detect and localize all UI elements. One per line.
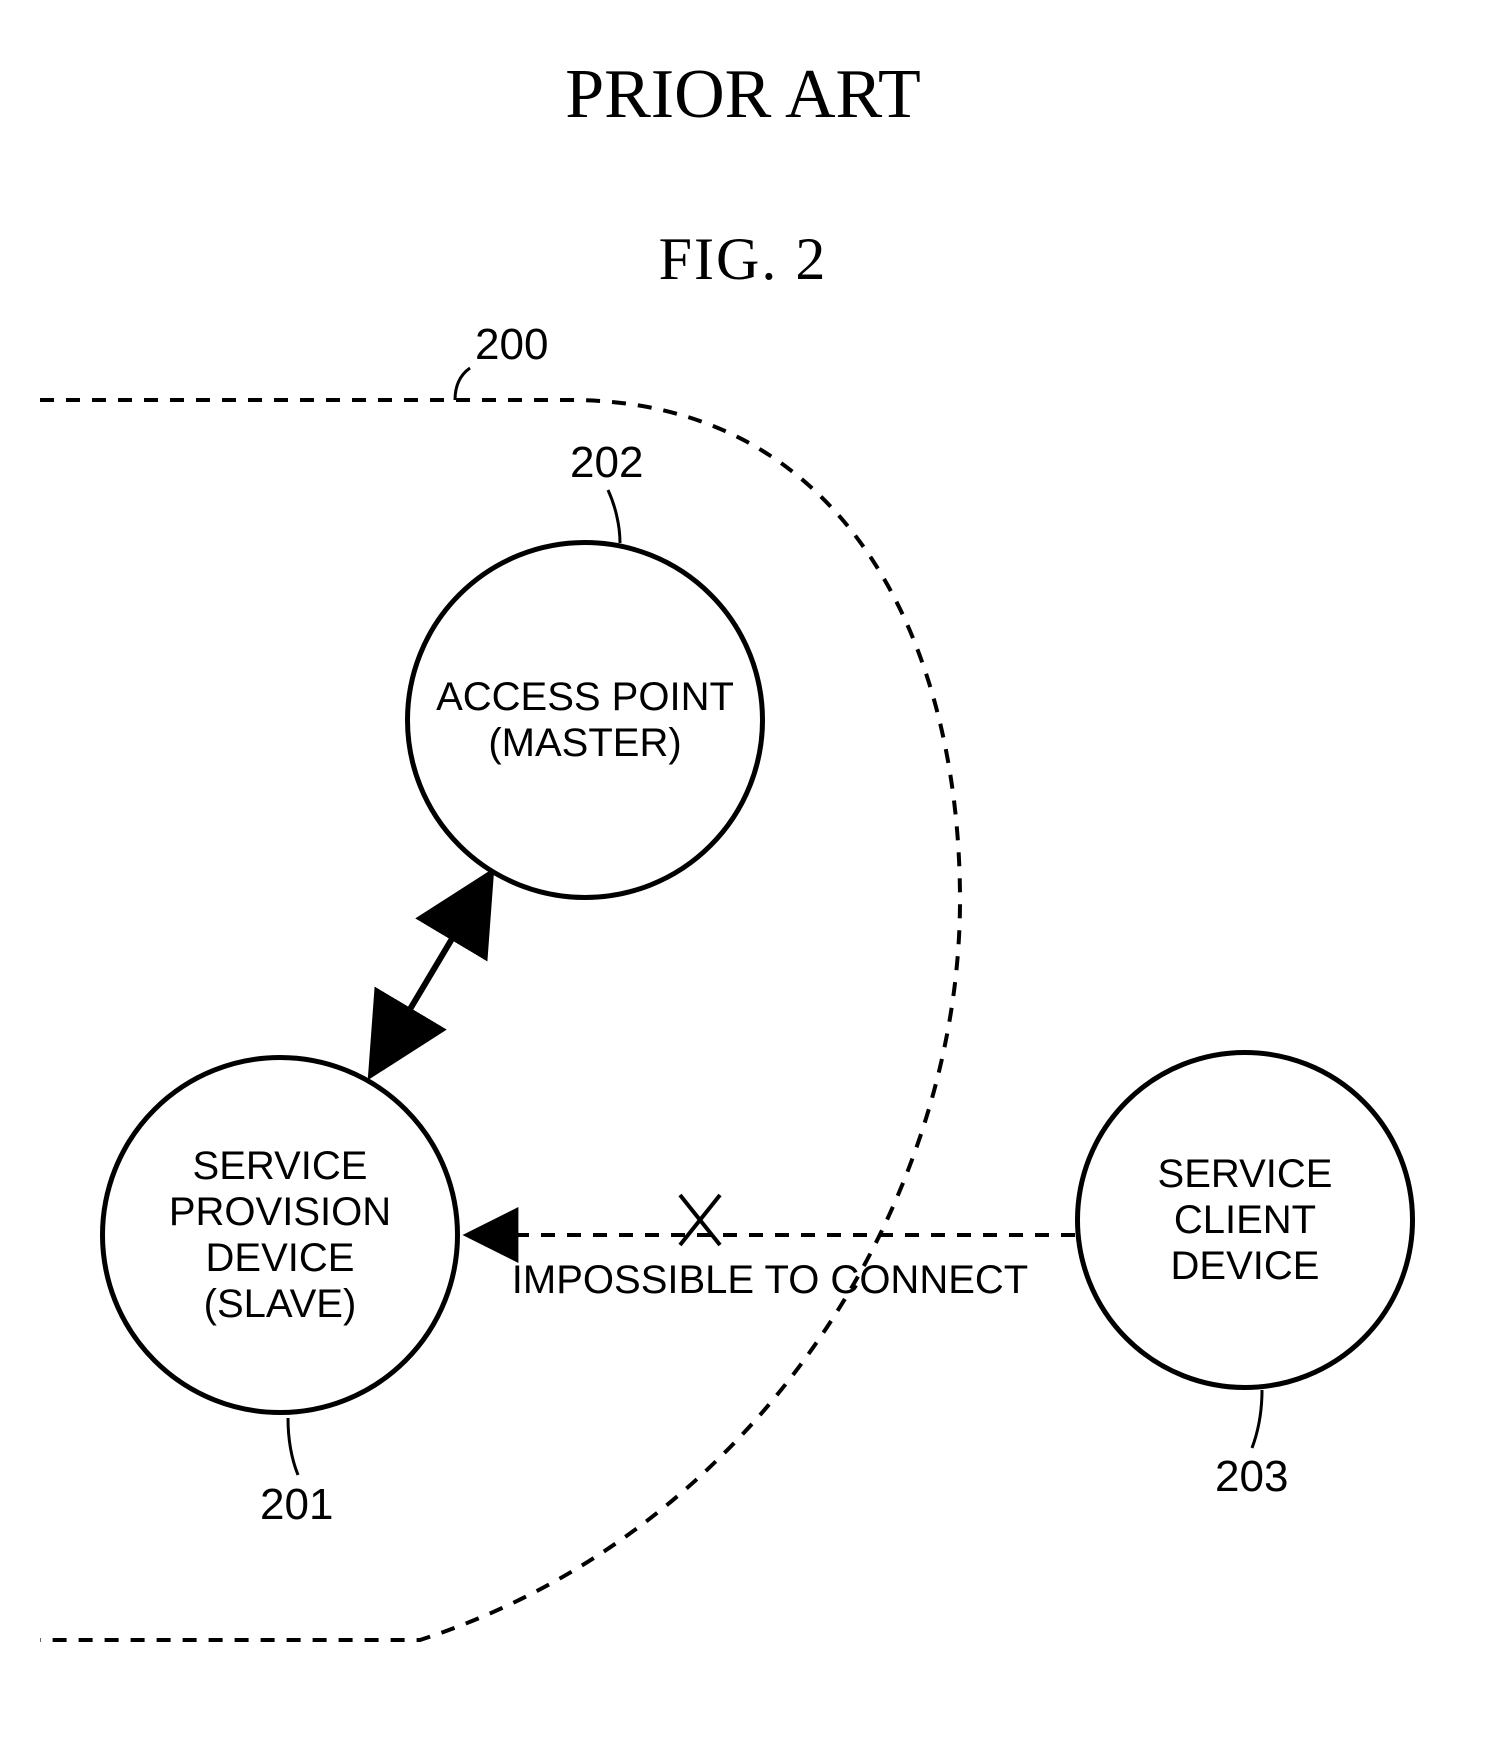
ref-access-point: 202 (570, 438, 643, 488)
edge-ap-provision (372, 875, 490, 1073)
ref-boundary: 200 (475, 320, 548, 370)
ref-service-client: 203 (1215, 1452, 1288, 1502)
leader-boundary (455, 368, 470, 400)
node-label-line: CLIENT (1158, 1197, 1333, 1243)
node-label-line: (MASTER) (436, 720, 734, 766)
leader-access-point (608, 490, 620, 543)
figure-title: FIG. 2 (0, 225, 1486, 294)
node-service-client: SERVICE CLIENT DEVICE (1075, 1050, 1415, 1390)
node-label-line: PROVISION (169, 1189, 391, 1235)
node-label-line: (SLAVE) (169, 1281, 391, 1327)
edge-label-impossible: IMPOSSIBLE TO CONNECT (470, 1258, 1070, 1303)
node-service-provision: SERVICE PROVISION DEVICE (SLAVE) (100, 1055, 460, 1415)
node-service-client-label: SERVICE CLIENT DEVICE (1158, 1151, 1333, 1289)
node-label-line: SERVICE (1158, 1151, 1333, 1197)
prior-art-title: PRIOR ART (0, 55, 1486, 135)
leader-service-provision (288, 1418, 298, 1475)
node-access-point: ACCESS POINT (MASTER) (405, 540, 765, 900)
figure-page: PRIOR ART FIG. 2 (0, 0, 1486, 1761)
impossible-cross-icon (680, 1195, 720, 1245)
node-label-line: DEVICE (169, 1235, 391, 1281)
node-service-provision-label: SERVICE PROVISION DEVICE (SLAVE) (169, 1143, 391, 1327)
leader-service-client (1252, 1390, 1262, 1448)
node-label-line: SERVICE (169, 1143, 391, 1189)
node-label-line: DEVICE (1158, 1243, 1333, 1289)
node-label-line: ACCESS POINT (436, 674, 734, 720)
ref-service-provision: 201 (260, 1480, 333, 1530)
node-access-point-label: ACCESS POINT (MASTER) (436, 674, 734, 766)
